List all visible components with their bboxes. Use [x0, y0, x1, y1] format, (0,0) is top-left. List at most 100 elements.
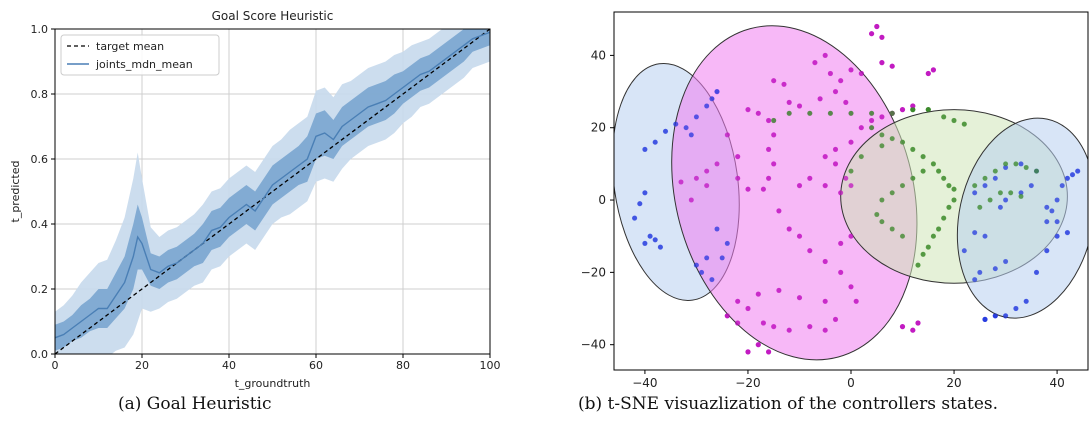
- scatter-point-blue: [977, 270, 983, 275]
- scatter-point-magenta: [724, 132, 730, 138]
- scatter-point-green: [961, 121, 967, 127]
- scatter-point-green: [828, 110, 833, 116]
- scatter-point-green: [951, 186, 957, 192]
- y-axis-label: t_predicted: [9, 161, 22, 223]
- scatter-point-blue: [1034, 270, 1039, 275]
- scatter-point-green: [925, 107, 931, 112]
- scatter-point-blue: [982, 233, 988, 239]
- scatter-point-blue: [1044, 219, 1050, 225]
- scatter-point-magenta: [724, 313, 730, 319]
- scatter-point-green: [1008, 190, 1014, 196]
- scatter-point-blue: [1054, 233, 1060, 239]
- scatter-point-blue: [663, 128, 668, 134]
- scatter-point-blue: [704, 103, 710, 109]
- scatter-point-green: [992, 168, 998, 174]
- scatter-point-blue: [1075, 168, 1081, 174]
- scatter-point-blue: [719, 255, 725, 261]
- scatter-point-blue: [714, 226, 720, 232]
- x-tick-label: −20: [735, 376, 760, 390]
- x-tick-label: 0: [52, 359, 59, 372]
- y-tick-label: 1.0: [31, 23, 49, 36]
- scatter-point-green: [910, 107, 916, 112]
- scatter-point-blue: [1054, 197, 1060, 203]
- scatter-point-magenta: [766, 118, 771, 123]
- y-tick-label: 0.8: [31, 88, 49, 101]
- scatter-point-blue: [699, 270, 704, 275]
- goal-score-heuristic-chart: 0 20 40 60 80 100 0.0 0.2 0.4 0.6 0.8 1.0 Goal Score…: [9, 9, 501, 390]
- scatter-point-green: [951, 118, 957, 123]
- scatter-point-magenta: [843, 175, 849, 181]
- scatter-point-magenta: [848, 233, 854, 239]
- scatter-point-magenta: [745, 306, 751, 311]
- scatter-point-blue: [694, 114, 699, 120]
- scatter-point-green: [931, 161, 936, 167]
- scatter-point-magenta: [822, 154, 828, 160]
- scatter-point-magenta: [879, 114, 885, 120]
- axes-frame: [54, 28, 491, 355]
- scatter-point-magenta: [735, 298, 741, 304]
- scatter-point-green: [915, 262, 921, 268]
- scatter-point-green: [858, 154, 864, 160]
- scatter-point-green: [889, 136, 895, 142]
- scatter-point-green: [879, 132, 885, 138]
- scatter-point-blue: [1003, 313, 1008, 319]
- scatter-point-green: [946, 183, 952, 189]
- x-tick-label: 80: [396, 359, 410, 372]
- scatter-point-magenta: [745, 186, 751, 192]
- x-tick-label: −40: [632, 376, 657, 390]
- scatter-point-magenta: [838, 190, 844, 196]
- scatter-point-blue: [1044, 248, 1050, 254]
- scatter-point-green: [900, 183, 905, 189]
- scatter-point-magenta: [853, 298, 859, 304]
- scatter-point-green: [1013, 161, 1019, 167]
- scatter-point-magenta: [910, 103, 916, 109]
- scatter-point-magenta: [910, 327, 916, 333]
- scatter-point-magenta: [833, 147, 838, 152]
- scatter-point-green: [879, 197, 885, 203]
- scatter-point-blue: [1065, 230, 1070, 236]
- scatter-point-magenta: [766, 349, 771, 355]
- scatter-point-magenta: [761, 186, 766, 192]
- scatter-point-magenta: [776, 208, 782, 214]
- scatter-point-blue: [694, 262, 699, 268]
- scatter-point-magenta: [900, 107, 905, 112]
- scatter-point-magenta: [797, 103, 802, 109]
- scatter-point-magenta: [781, 81, 787, 87]
- scatter-point-green: [982, 175, 988, 181]
- scatter-point-magenta: [822, 298, 828, 304]
- scatter-point-green: [920, 251, 926, 257]
- scatter-point-magenta: [786, 100, 792, 105]
- scatter-point-green: [848, 168, 854, 174]
- y-tick-label: 20: [591, 121, 606, 135]
- scatter-point-green: [920, 168, 926, 174]
- scatter-point-green: [900, 139, 905, 145]
- scatter-point-blue: [704, 255, 710, 261]
- scatter-point-magenta: [931, 67, 936, 73]
- scatter-point-blue: [1003, 259, 1008, 264]
- scatter-point-green: [910, 175, 916, 181]
- scatter-point-blue: [709, 96, 715, 102]
- scatter-point-green: [941, 114, 947, 120]
- scatter-point-magenta: [828, 71, 833, 76]
- scatter-point-blue: [972, 190, 978, 196]
- scatter-point-green: [1034, 168, 1039, 174]
- scatter-point-blue: [992, 175, 998, 181]
- scatter-point-magenta: [714, 161, 720, 167]
- scatter-point-magenta: [771, 161, 777, 167]
- legend-label-joints-mdn-mean: joints_mdn_mean: [95, 58, 193, 71]
- scatter-point-magenta: [745, 349, 751, 355]
- caption-b: (b) t-SNE visuazlization of the controll…: [578, 394, 999, 414]
- scatter-point-blue: [724, 241, 730, 246]
- scatter-point-blue: [642, 147, 648, 152]
- scatter-point-green: [931, 233, 936, 239]
- x-tick-label: 40: [222, 359, 236, 372]
- scatter-plot-area: [614, 23, 1088, 361]
- scatter-point-magenta: [766, 175, 771, 181]
- scatter-point-green: [889, 110, 895, 116]
- scatter-point-blue: [998, 204, 1003, 210]
- scatter-point-magenta: [879, 60, 885, 65]
- x-tick-label: 100: [480, 359, 501, 372]
- scatter-point-magenta: [807, 324, 813, 329]
- scatter-point-magenta: [771, 324, 777, 329]
- scatter-point-magenta: [807, 175, 813, 181]
